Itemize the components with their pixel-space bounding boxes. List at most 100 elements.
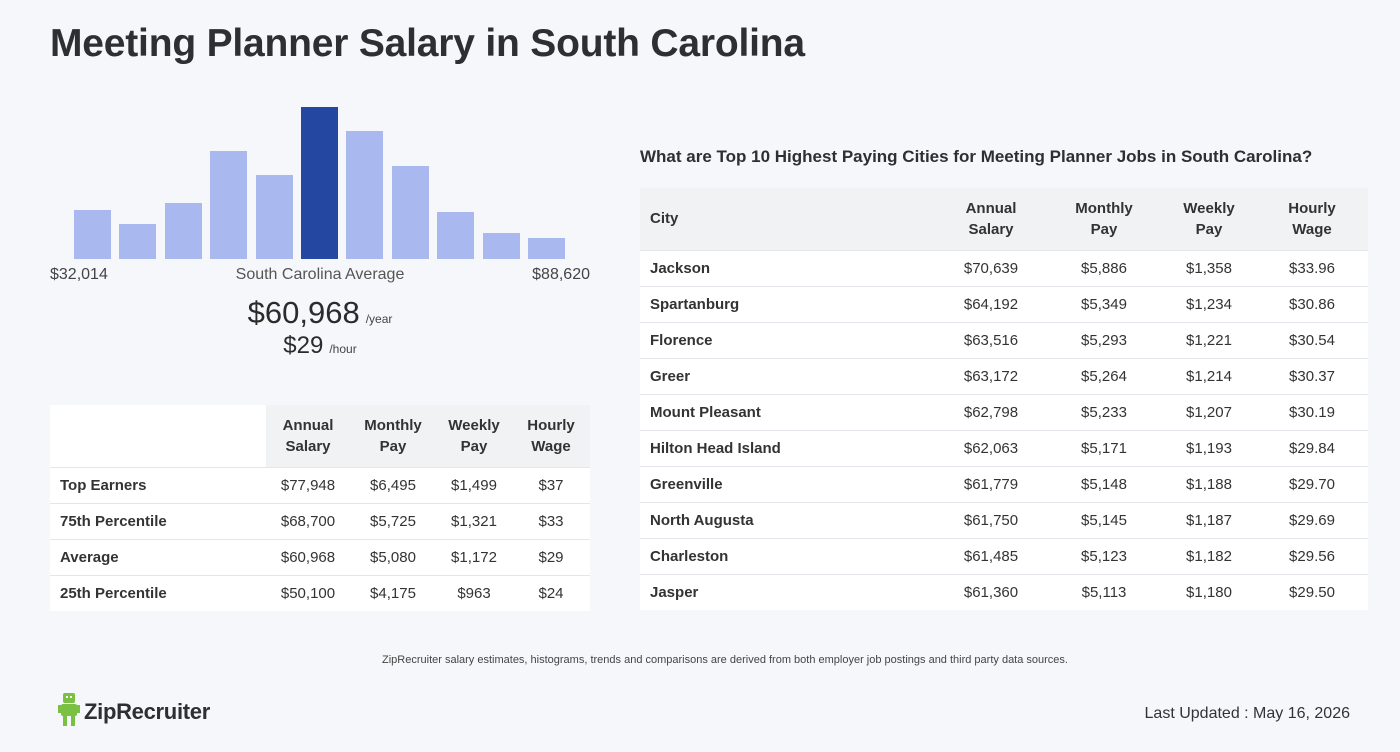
percentile-row: Top Earners $77,948 $6,495 $1,499 $37 xyxy=(50,467,590,503)
percentile-row: 75th Percentile $68,700 $5,725 $1,321 $33 xyxy=(50,503,590,539)
weekly-pay-cell: $1,214 xyxy=(1186,367,1232,385)
hourly-wage-cell: $29.50 xyxy=(1289,583,1335,601)
city-row: Jasper $61,360 $5,113 $1,180 $29.50 xyxy=(640,574,1368,610)
weekly-pay-cell: $1,499 xyxy=(451,476,497,494)
city-row: Charleston $61,485 $5,123 $1,182 $29.56 xyxy=(640,538,1368,574)
histogram-bar xyxy=(528,238,565,259)
average-yearly-unit: /year xyxy=(365,312,393,326)
city-name: Greenville xyxy=(650,475,723,493)
weekly-pay-cell: $1,321 xyxy=(451,512,497,530)
percentile-table-header: Annual Salary Monthly Pay Weekly Pay Hourly… xyxy=(50,405,590,467)
histogram-bar xyxy=(392,166,429,259)
monthly-pay-cell: $5,725 xyxy=(370,512,416,530)
weekly-pay-cell: $1,172 xyxy=(451,548,497,566)
weekly-pay-cell: $1,193 xyxy=(1186,439,1232,457)
city-row: Greenville $61,779 $5,148 $1,188 $29.70 xyxy=(640,466,1368,502)
city-name: Greer xyxy=(650,367,691,385)
header-hourly-wage: Hourly Wage xyxy=(1288,199,1336,238)
weekly-pay-cell: $1,182 xyxy=(1186,547,1232,565)
city-name: Jackson xyxy=(650,259,711,277)
histogram-bar xyxy=(437,212,474,259)
row-label: 75th Percentile xyxy=(60,512,167,530)
header-blank xyxy=(50,405,266,467)
annual-salary-cell: $63,172 xyxy=(963,367,1019,385)
city-name: Florence xyxy=(650,331,713,349)
histogram-max-label: $88,620 xyxy=(532,266,590,283)
monthly-pay-cell: $5,113 xyxy=(1081,583,1127,601)
annual-salary-cell: $77,948 xyxy=(280,476,336,494)
histogram-bar xyxy=(210,151,247,259)
average-hourly-unit: /hour xyxy=(329,342,357,356)
monthly-pay-cell: $5,171 xyxy=(1081,439,1127,457)
weekly-pay-cell: $1,221 xyxy=(1186,331,1232,349)
weekly-pay-cell: $1,187 xyxy=(1186,511,1232,529)
weekly-pay-cell: $963 xyxy=(457,584,491,602)
hourly-wage-cell: $30.37 xyxy=(1289,367,1335,385)
histogram-bar xyxy=(256,175,293,259)
histogram-bar xyxy=(119,224,156,259)
monthly-pay-cell: $5,123 xyxy=(1081,547,1127,565)
page-title: Meeting Planner Salary in South Carolina xyxy=(50,22,805,65)
ziprecruiter-logo[interactable]: ZipRecruiter xyxy=(58,692,210,730)
city-name: Mount Pleasant xyxy=(650,403,761,421)
monthly-pay-cell: $5,233 xyxy=(1081,403,1127,421)
header-monthly-pay: Monthly Pay xyxy=(350,405,436,467)
annual-salary-cell: $61,779 xyxy=(963,475,1019,493)
last-updated: Last Updated : May 16, 2026 xyxy=(1144,705,1350,722)
row-label: Top Earners xyxy=(60,476,147,494)
average-yearly: $60,968/year xyxy=(50,295,590,331)
annual-salary-cell: $60,968 xyxy=(280,548,336,566)
cities-heading: What are Top 10 Highest Paying Cities fo… xyxy=(640,147,1313,166)
hourly-wage-cell: $33 xyxy=(538,512,564,530)
hourly-wage-cell: $29.70 xyxy=(1289,475,1335,493)
header-weekly-pay: Weekly Pay xyxy=(436,405,512,467)
hourly-wage-cell: $37 xyxy=(538,476,564,494)
city-name: Charleston xyxy=(650,547,729,565)
annual-salary-cell: $61,360 xyxy=(963,583,1019,601)
histogram-bar xyxy=(74,210,111,259)
monthly-pay-cell: $5,145 xyxy=(1081,511,1127,529)
weekly-pay-cell: $1,188 xyxy=(1186,475,1232,493)
city-name: Jasper xyxy=(650,583,699,601)
histogram-bar xyxy=(483,233,520,259)
hourly-wage-cell: $29.84 xyxy=(1289,439,1335,457)
weekly-pay-cell: $1,358 xyxy=(1186,259,1232,277)
histogram-bar xyxy=(346,131,383,259)
header-annual-salary: Annual Salary xyxy=(266,405,350,467)
hourly-wage-cell: $30.86 xyxy=(1289,295,1335,313)
city-name: North Augusta xyxy=(650,511,754,529)
city-row: Florence $63,516 $5,293 $1,221 $30.54 xyxy=(640,322,1368,358)
city-row: Jackson $70,639 $5,886 $1,358 $33.96 xyxy=(640,250,1368,286)
weekly-pay-cell: $1,207 xyxy=(1186,403,1232,421)
weekly-pay-cell: $1,234 xyxy=(1186,295,1232,313)
cities-table: City Annual Salary Monthly Pay Weekly Pay H… xyxy=(640,188,1368,610)
histogram-bar xyxy=(301,107,338,259)
hourly-wage-cell: $29.69 xyxy=(1289,511,1335,529)
salary-histogram xyxy=(74,107,568,259)
annual-salary-cell: $62,063 xyxy=(963,439,1019,457)
city-row: North Augusta $61,750 $5,145 $1,187 $29.69 xyxy=(640,502,1368,538)
annual-salary-cell: $63,516 xyxy=(963,331,1019,349)
header-monthly-pay: Monthly Pay xyxy=(1075,199,1133,238)
histogram-bar xyxy=(165,203,202,259)
monthly-pay-cell: $5,148 xyxy=(1081,475,1127,493)
histogram-average-label: South Carolina Average xyxy=(235,266,405,283)
average-hourly: $29/hour xyxy=(50,332,590,360)
city-row: Mount Pleasant $62,798 $5,233 $1,207 $30.19 xyxy=(640,394,1368,430)
header-hourly-wage: Hourly Wage xyxy=(512,405,590,467)
annual-salary-cell: $61,750 xyxy=(963,511,1019,529)
annual-salary-cell: $64,192 xyxy=(963,295,1019,313)
percentile-table: Annual Salary Monthly Pay Weekly Pay Hourly… xyxy=(50,405,590,611)
annual-salary-cell: $68,700 xyxy=(280,512,336,530)
row-label: Average xyxy=(60,548,119,566)
monthly-pay-cell: $4,175 xyxy=(370,584,416,602)
monthly-pay-cell: $5,293 xyxy=(1081,331,1127,349)
city-row: Greer $63,172 $5,264 $1,214 $30.37 xyxy=(640,358,1368,394)
row-label: 25th Percentile xyxy=(60,584,167,602)
annual-salary-cell: $62,798 xyxy=(963,403,1019,421)
data-source-footnote: ZipRecruiter salary estimates, histogram… xyxy=(382,654,1068,666)
hourly-wage-cell: $24 xyxy=(538,584,564,602)
monthly-pay-cell: $5,080 xyxy=(370,548,416,566)
hourly-wage-cell: $30.54 xyxy=(1289,331,1335,349)
city-name: Hilton Head Island xyxy=(650,439,781,457)
